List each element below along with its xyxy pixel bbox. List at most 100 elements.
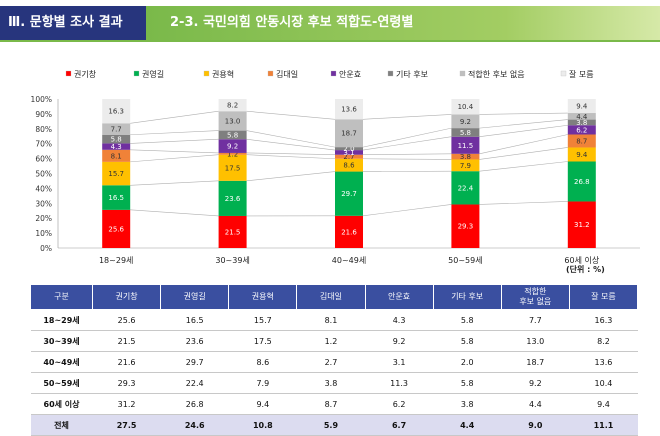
connector-line: [363, 128, 451, 147]
table-cell: 9.2: [365, 331, 433, 352]
data-label: 8.1: [111, 152, 122, 160]
data-label: 4.4: [576, 113, 588, 121]
table-cell: 8.7: [297, 394, 365, 415]
table-header-cell: 기타 후보: [433, 285, 501, 310]
y-tick-label: 90%: [35, 110, 52, 119]
table-cell: 11.1: [569, 415, 637, 436]
legend-swatch: [331, 71, 336, 76]
data-label: 9.4: [576, 103, 588, 111]
table-cell: 4.4: [433, 415, 501, 436]
data-label: 8.2: [227, 102, 238, 110]
table-cell: 9.0: [501, 415, 569, 436]
data-label: 18.7: [341, 130, 357, 138]
data-label: 8.6: [343, 162, 355, 170]
section-title: Ⅲ. 문항별 조사 결과: [0, 6, 146, 40]
y-tick-label: 50%: [35, 170, 52, 179]
legend-label: 기타 후보: [396, 70, 428, 79]
data-label: 5.8: [460, 129, 471, 137]
data-label: 7.9: [460, 162, 471, 170]
table-cell: 29.7: [161, 352, 229, 373]
data-label: 9.4: [576, 151, 588, 159]
table-cell: 5.8: [433, 331, 501, 352]
table-header-cell: 권영길: [161, 285, 229, 310]
connector-line: [363, 114, 451, 119]
table-cell: 5.8: [433, 310, 501, 331]
table-cell: 15.7: [229, 310, 297, 331]
data-label: 31.2: [574, 221, 590, 229]
table-cell: 17.5: [229, 331, 297, 352]
legend-swatch: [134, 71, 139, 76]
y-tick-label: 40%: [35, 184, 52, 193]
data-label: 15.7: [108, 170, 124, 178]
table-cell: 8.6: [229, 352, 297, 373]
connector-line: [130, 210, 218, 216]
x-tick-label: 18~29세: [99, 256, 133, 265]
table-cell: 22.4: [161, 373, 229, 394]
table-cell: 21.5: [93, 331, 161, 352]
connector-line: [247, 111, 335, 119]
table-cell: 5.8: [433, 373, 501, 394]
data-label: 23.6: [225, 195, 241, 203]
table-cell: 25.6: [93, 310, 161, 331]
table-cell: 16.5: [161, 310, 229, 331]
x-tick-label: 40~49세: [332, 256, 366, 265]
connector-line: [130, 111, 218, 123]
data-label: 21.6: [341, 228, 357, 236]
table-cell: 18.7: [501, 352, 569, 373]
data-label: 6.2: [576, 126, 587, 134]
data-label: 9.2: [227, 143, 238, 151]
table-cell: 8.1: [297, 310, 365, 331]
table-cell: 3.8: [433, 394, 501, 415]
table-cell: 13.6: [569, 352, 637, 373]
table-cell: 7.7: [501, 310, 569, 331]
data-label: 16.5: [108, 194, 124, 202]
table-cell: 31.2: [93, 394, 161, 415]
data-label: 10.4: [458, 103, 474, 111]
table-header-cell: 권기창: [93, 285, 161, 310]
data-label: 16.3: [108, 108, 124, 116]
data-label: 4.3: [111, 143, 122, 151]
y-tick-label: 0%: [40, 244, 52, 253]
connector-line: [363, 154, 451, 155]
row-label: 40~49세: [31, 352, 93, 373]
connector-line: [130, 139, 218, 143]
row-label: 전체: [31, 415, 93, 436]
data-label: 9.2: [460, 118, 471, 126]
legend-label: 권용혁: [212, 69, 234, 79]
y-tick-label: 100%: [31, 95, 52, 104]
table-cell: 9.2: [501, 373, 569, 394]
data-label: 11.5: [458, 142, 474, 150]
data-label: 25.6: [108, 225, 124, 233]
y-tick-label: 10%: [35, 229, 52, 238]
legend-label: 김대일: [276, 69, 298, 79]
table-cell: 13.0: [501, 331, 569, 352]
data-label: 17.5: [225, 164, 241, 172]
legend-swatch: [388, 71, 393, 76]
legend-label: 잘 모름: [569, 70, 594, 79]
connector-line: [479, 201, 567, 204]
table-cell: 6.7: [365, 415, 433, 436]
legend-swatch: [561, 71, 566, 76]
connector-line: [130, 131, 218, 135]
table-cell: 26.8: [161, 394, 229, 415]
table-cell: 23.6: [161, 331, 229, 352]
table-cell: 8.2: [569, 331, 637, 352]
table-header-cell: 김대일: [297, 285, 365, 310]
legend-swatch: [204, 71, 209, 76]
table-cell: 1.2: [297, 331, 365, 352]
table-cell: 3.8: [297, 373, 365, 394]
data-label: 26.8: [574, 178, 590, 186]
data-label: 22.4: [458, 184, 474, 192]
data-label: 13.0: [225, 117, 241, 125]
legend-label: 적합한 후보 없음: [468, 69, 525, 79]
y-tick-label: 30%: [35, 199, 52, 208]
